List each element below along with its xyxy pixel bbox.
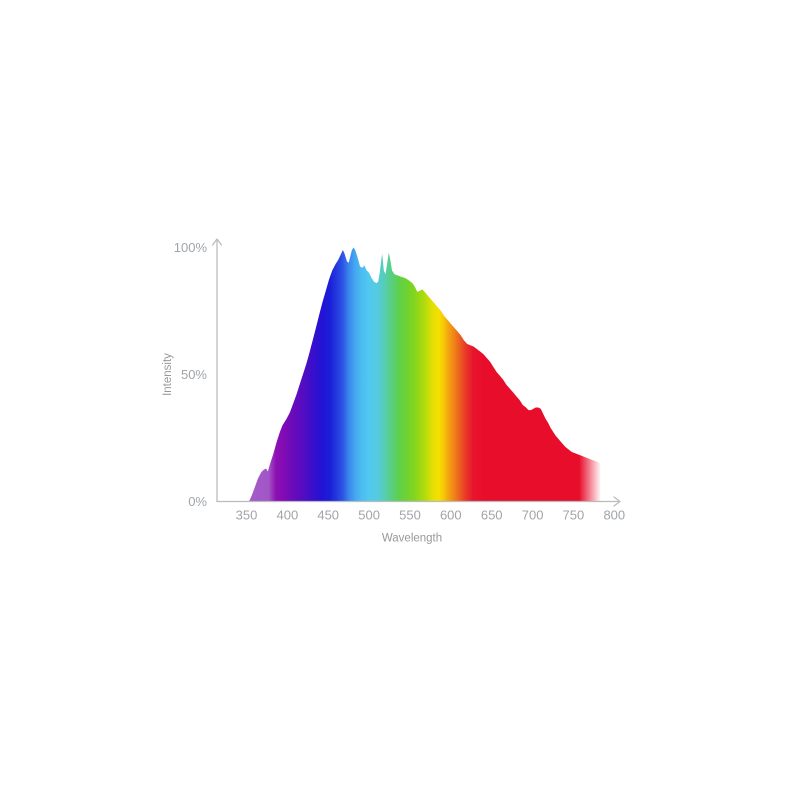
y-tick-label: 0%	[188, 494, 207, 509]
x-tick-label: 600	[440, 508, 462, 523]
x-tick-labels: 350 400 450 500 550 600 650 700 750 800	[236, 508, 626, 523]
y-tick-label: 100%	[174, 240, 208, 255]
y-axis-arrow-icon	[211, 238, 223, 246]
x-axis-title: Wavelength	[382, 533, 442, 545]
x-tick-label: 550	[399, 508, 421, 523]
x-tick-label: 750	[563, 508, 585, 523]
x-tick-label: 350	[236, 508, 258, 523]
spectrum-area	[249, 247, 601, 502]
x-tick-label: 800	[603, 508, 625, 523]
x-tick-label: 700	[522, 508, 544, 523]
axes	[211, 238, 621, 507]
y-tick-label: 50%	[181, 367, 207, 382]
y-tick-labels: 0% 50% 100%	[174, 240, 208, 509]
x-tick-label: 400	[277, 508, 299, 523]
x-tick-label: 500	[358, 508, 380, 523]
x-axis-arrow-icon	[613, 496, 621, 507]
y-axis-title: Intensity	[162, 353, 174, 396]
x-tick-label: 450	[317, 508, 339, 523]
x-tick-label: 650	[481, 508, 503, 523]
